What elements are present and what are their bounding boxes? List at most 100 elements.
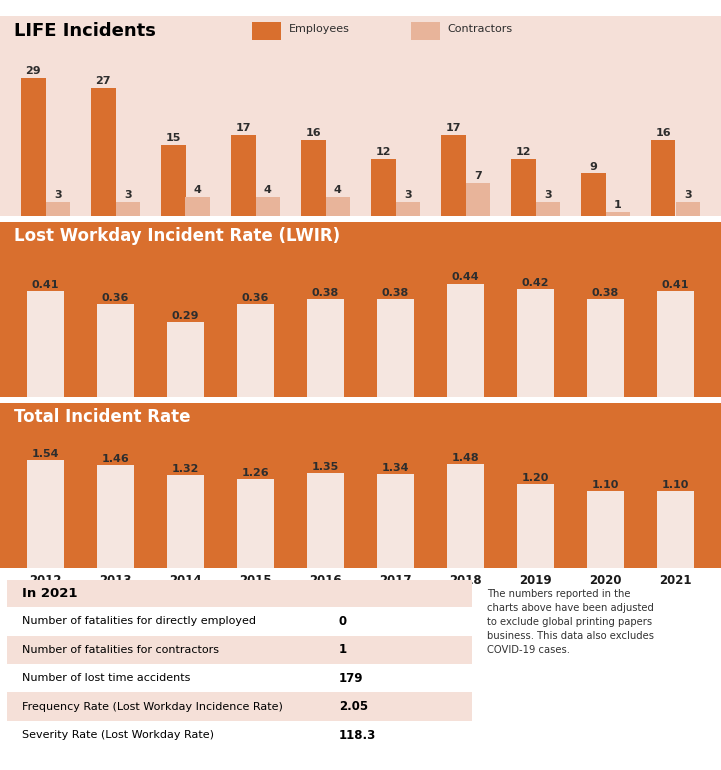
Text: 4: 4	[334, 186, 342, 196]
Bar	[371, 159, 396, 216]
Text: Contractors: Contractors	[447, 24, 512, 34]
Text: 1.10: 1.10	[662, 480, 689, 490]
Text: Lost Workday Incident Rate (LWIR): Lost Workday Incident Rate (LWIR)	[14, 227, 340, 245]
Text: 12: 12	[516, 147, 531, 157]
Text: 2.05: 2.05	[339, 700, 368, 713]
Text: 4: 4	[194, 186, 202, 196]
Text: 3: 3	[544, 190, 552, 200]
Text: 1.32: 1.32	[172, 464, 199, 474]
Bar	[307, 473, 344, 568]
Text: 1.54: 1.54	[32, 449, 59, 459]
Bar	[377, 474, 414, 568]
Bar	[581, 173, 606, 216]
Text: 1: 1	[339, 643, 347, 656]
Text: 118.3: 118.3	[339, 728, 376, 742]
Text: Number of fatalities for directly employed: Number of fatalities for directly employ…	[22, 616, 256, 626]
Text: 0.36: 0.36	[102, 293, 129, 303]
Text: 9: 9	[589, 162, 597, 172]
Bar	[447, 464, 484, 568]
Text: 17: 17	[446, 123, 461, 133]
Bar	[237, 480, 274, 568]
Text: 1.10: 1.10	[592, 480, 619, 490]
Text: 0.42: 0.42	[522, 278, 549, 288]
Text: Frequency Rate (Lost Workday Incidence Rate): Frequency Rate (Lost Workday Incidence R…	[22, 701, 283, 711]
Bar	[167, 323, 204, 397]
Bar	[7, 664, 472, 692]
Bar	[7, 607, 472, 635]
Bar	[97, 465, 133, 568]
Text: 1.34: 1.34	[381, 463, 410, 473]
Bar	[588, 490, 624, 568]
Bar	[301, 140, 325, 216]
Bar	[658, 292, 694, 397]
FancyBboxPatch shape	[411, 22, 440, 40]
Text: Employees: Employees	[288, 24, 349, 34]
Text: 17: 17	[236, 123, 251, 133]
Bar	[255, 197, 280, 216]
Bar	[651, 140, 676, 216]
Text: 1.48: 1.48	[451, 453, 479, 463]
Text: 1.46: 1.46	[102, 454, 129, 464]
Text: 16: 16	[306, 128, 321, 138]
Bar	[588, 300, 624, 397]
Bar	[466, 183, 490, 216]
Text: 29: 29	[25, 66, 41, 76]
FancyBboxPatch shape	[252, 22, 281, 40]
Bar	[97, 304, 133, 397]
Bar	[325, 197, 350, 216]
Text: In 2021: In 2021	[22, 587, 77, 600]
Text: 179: 179	[339, 671, 363, 685]
Text: 1.26: 1.26	[242, 468, 270, 478]
Text: Total Incident Rate: Total Incident Rate	[14, 407, 191, 426]
Text: 16: 16	[655, 128, 671, 138]
Text: 0: 0	[339, 614, 347, 628]
Text: 0.38: 0.38	[382, 288, 409, 298]
Bar	[606, 212, 630, 216]
Text: LIFE Incidents: LIFE Incidents	[14, 22, 156, 40]
Bar	[231, 136, 255, 216]
Text: 1: 1	[614, 199, 622, 209]
Text: 0.41: 0.41	[662, 280, 689, 290]
Bar	[536, 202, 560, 216]
Bar	[7, 635, 472, 664]
Text: 3: 3	[684, 190, 691, 200]
Text: 3: 3	[404, 190, 412, 200]
Bar	[7, 580, 472, 607]
Bar	[167, 475, 204, 568]
Text: 7: 7	[474, 171, 482, 181]
Bar	[441, 136, 466, 216]
Bar	[27, 460, 63, 568]
Text: The numbers reported in the
charts above have been adjusted
to exclude global pr: The numbers reported in the charts above…	[487, 589, 654, 655]
Text: 0.44: 0.44	[451, 273, 479, 283]
Text: Severity Rate (Lost Workday Rate): Severity Rate (Lost Workday Rate)	[22, 730, 213, 740]
Bar	[447, 283, 484, 397]
Text: 12: 12	[376, 147, 391, 157]
Text: 27: 27	[95, 75, 111, 85]
Bar	[185, 197, 210, 216]
Text: 3: 3	[54, 190, 61, 200]
Bar	[511, 159, 536, 216]
Bar	[307, 300, 344, 397]
Text: 15: 15	[166, 133, 181, 143]
Text: 0.41: 0.41	[32, 280, 59, 290]
Text: 0.36: 0.36	[242, 293, 269, 303]
Bar	[7, 721, 472, 749]
Bar	[161, 145, 185, 216]
Bar	[676, 202, 700, 216]
Bar	[396, 202, 420, 216]
Bar	[45, 202, 70, 216]
Bar	[517, 289, 554, 397]
Text: 0.38: 0.38	[592, 288, 619, 298]
Bar	[27, 292, 63, 397]
Text: Number of lost time accidents: Number of lost time accidents	[22, 673, 190, 683]
Bar	[7, 692, 472, 721]
Bar	[377, 300, 414, 397]
Text: 1.35: 1.35	[312, 462, 339, 472]
Text: Number of fatalities for contractors: Number of fatalities for contractors	[22, 644, 218, 654]
Text: 4: 4	[264, 186, 272, 196]
Text: 0.29: 0.29	[172, 311, 199, 321]
Bar	[658, 490, 694, 568]
Bar	[237, 304, 274, 397]
Bar	[91, 88, 115, 216]
Bar	[517, 484, 554, 568]
